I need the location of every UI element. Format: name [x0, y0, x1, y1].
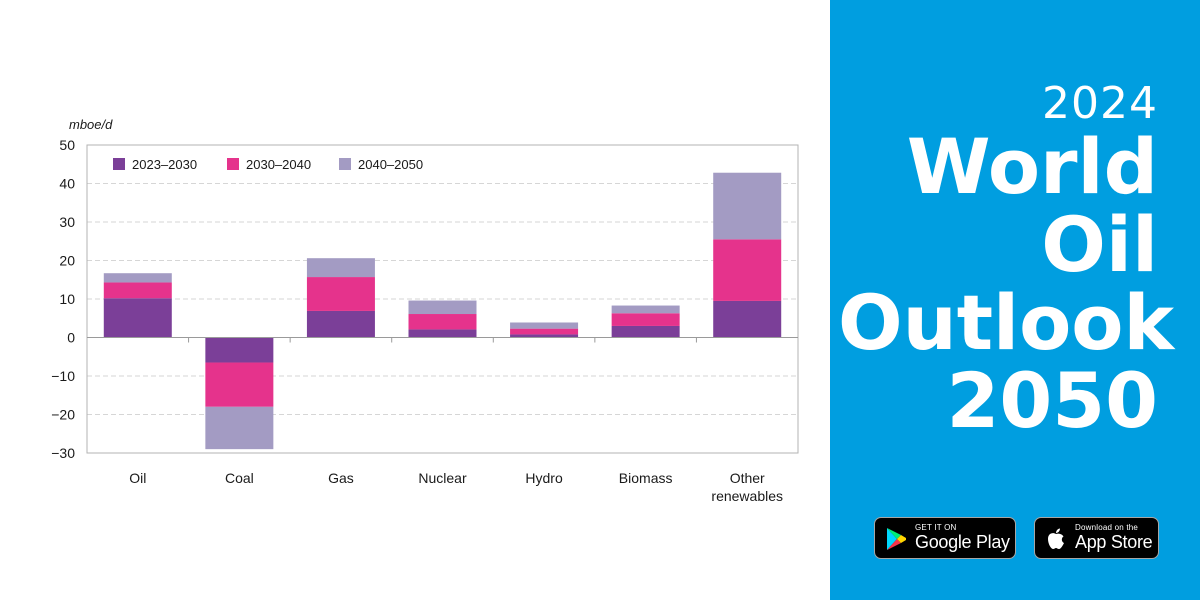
bar-segment: [510, 328, 579, 335]
bar-segment: [713, 300, 782, 338]
bar-segment: [611, 305, 680, 314]
stacked-bar-chart: 50 40 30 20 10 0 −10 −20 −30 mboe/d Oil Coal Gas Nucl…: [51, 117, 799, 504]
bar-segment: [103, 282, 172, 299]
bar-segment: [408, 300, 477, 315]
bar-segment: [713, 172, 782, 240]
bar-segment: [713, 239, 782, 301]
y-tick-label: 10: [59, 291, 75, 307]
y-tick-label: −10: [51, 368, 75, 384]
y-tick-label: 30: [59, 214, 75, 230]
bar-segment: [103, 273, 172, 283]
x-tick-label: Nuclear: [418, 470, 467, 486]
bar-segment: [103, 298, 172, 338]
y-tick-label: 0: [67, 330, 75, 346]
google-play-badge[interactable]: GET IT ON Google Play: [874, 517, 1016, 559]
legend-swatch: [113, 158, 125, 170]
legend-label: 2023–2030: [132, 157, 197, 172]
y-tick-label: −30: [51, 445, 75, 461]
bar-segment: [205, 406, 274, 450]
y-tick-label: 50: [59, 137, 75, 153]
y-tick-label: 40: [59, 176, 75, 192]
x-tick-label: renewables: [711, 488, 783, 504]
bar-segment: [510, 322, 579, 329]
y-axis-label: mboe/d: [69, 117, 113, 132]
x-tick-label: Other: [730, 470, 765, 486]
bar-segment: [205, 362, 274, 407]
bar-segment: [408, 314, 477, 330]
bar-segment: [306, 310, 375, 338]
bar-segment: [510, 334, 579, 338]
y-tick-label: 20: [59, 253, 75, 269]
x-tick-label: Hydro: [525, 470, 563, 486]
x-tick-label: Gas: [328, 470, 354, 486]
legend-label: 2040–2050: [358, 157, 423, 172]
report-year: 2024: [1042, 78, 1158, 129]
play-triangle-icon: [887, 528, 906, 550]
title-line: Oil: [1041, 200, 1158, 289]
title-line: Outlook: [838, 278, 1175, 367]
title-line: 2050: [946, 356, 1158, 445]
app-store-badge[interactable]: Download on the App Store: [1034, 517, 1159, 559]
x-tick-label: Coal: [225, 470, 254, 486]
x-tick-label: Oil: [129, 470, 146, 486]
bar-segment: [611, 325, 680, 338]
apple-logo-icon: [1048, 528, 1064, 549]
bar-segment: [205, 337, 274, 363]
badge-store-name: Google Play: [915, 532, 1010, 552]
chart-area: 50 40 30 20 10 0 −10 −20 −30 mboe/d Oil Coal Gas Nucl…: [51, 117, 799, 504]
bar-segment: [408, 329, 477, 338]
badge-caption: Download on the: [1075, 523, 1139, 532]
legend-swatch: [227, 158, 239, 170]
legend-swatch: [339, 158, 351, 170]
badge-caption: GET IT ON: [915, 523, 957, 532]
badge-store-name: App Store: [1075, 532, 1153, 552]
x-tick-label: Biomass: [619, 470, 673, 486]
y-tick-label: −20: [51, 407, 75, 423]
title-line: World: [906, 122, 1158, 211]
plot-frame: [86, 144, 799, 454]
legend-label: 2030–2040: [246, 157, 311, 172]
report-title: World Oil Outlook 2050: [838, 122, 1175, 445]
bar-segment: [306, 258, 375, 278]
bar-segment: [306, 277, 375, 311]
brand-panel: 2024 World Oil Outlook 2050: [830, 0, 1200, 600]
bar-segment: [611, 313, 680, 326]
